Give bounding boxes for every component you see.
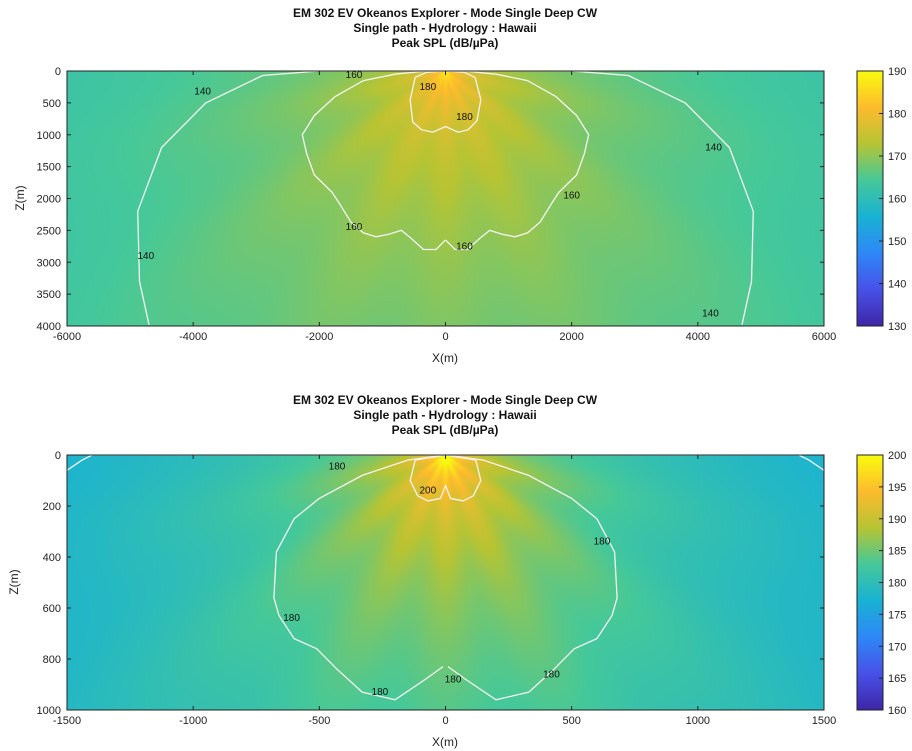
y-tick-label: 1000: [37, 705, 61, 717]
contour-label: 160: [563, 190, 580, 201]
chart-1-y-axis: 0 500 1000 1500 2000 2500 3000 3500 4000: [37, 66, 824, 333]
x-tick-label: 0: [442, 715, 448, 727]
contour-label: 140: [702, 308, 719, 319]
chart-1-contours: 140 140 140 140 160 160 160 160 180 180: [137, 70, 754, 325]
chart-1-colorbar: 130 140 150 160 170 180 190: [856, 66, 906, 333]
contour-label: 160: [346, 222, 363, 233]
y-tick-label: 400: [43, 552, 61, 564]
contour-line-180: [67, 455, 824, 471]
colorbar-tick-label: 200: [888, 450, 906, 462]
contour-label: 140: [138, 251, 155, 262]
chart-1-title-line-2: Single path - Hydrology : Hawaii: [353, 21, 536, 35]
colorbar-tick-label: 180: [888, 109, 906, 121]
chart-2-title-line-2: Single path - Hydrology : Hawaii: [353, 408, 536, 422]
chart-1-title-line-1: EM 302 EV Okeanos Explorer - Mode Single…: [293, 6, 598, 20]
contour-label: 160: [346, 70, 363, 81]
colorbar-tick-label: 140: [888, 279, 906, 291]
contour-label: 180: [372, 687, 389, 698]
chart-2-contours: 180 180 180 180 180 180 200: [67, 455, 824, 701]
colorbar-tick-label: 195: [888, 482, 906, 494]
contour-label: 140: [705, 143, 722, 154]
chart-2-colorbar-ticks: 160 165 170 175 180 185 190 195 200: [879, 450, 906, 717]
chart-1-y-label: Z(m): [13, 185, 27, 210]
chart-1-colorbar-ticks: 130 140 150 160 170 180 190: [879, 66, 906, 333]
y-tick-label: 3000: [37, 257, 61, 269]
contour-line-160: [301, 71, 590, 251]
chart-2-title-line-1: EM 302 EV Okeanos Explorer - Mode Single…: [293, 393, 598, 407]
contour-line-200: [409, 455, 482, 502]
contour-label: 180: [445, 674, 462, 685]
colorbar-tick-label: 185: [888, 546, 906, 558]
colorbar-tick-label: 190: [888, 66, 906, 78]
chart-2-title-line-3: Peak SPL (dB/µPa): [392, 423, 499, 437]
chart-1-x-axis: -6000 -4000 -2000 0 2000 4000 6000: [53, 71, 836, 343]
contour-label: 180: [456, 112, 473, 123]
chart-1: EM 302 EV Okeanos Explorer - Mode Single…: [13, 6, 906, 365]
y-tick-label: 1500: [37, 162, 61, 174]
colorbar-tick-label: 170: [888, 151, 906, 163]
colorbar-tick-label: 175: [888, 609, 906, 621]
colorbar-tick-label: 160: [888, 194, 906, 206]
colorbar-tick-label: 160: [888, 705, 906, 717]
chart-2-y-label: Z(m): [7, 569, 21, 594]
y-tick-label: 200: [43, 501, 61, 513]
contour-label: 140: [194, 86, 211, 97]
chart-2-y-axis: 0 200 400 600 800 1000: [37, 450, 824, 717]
contour-label: 180: [329, 461, 346, 472]
y-tick-label: 2000: [37, 194, 61, 206]
x-tick-label: 1000: [686, 715, 710, 727]
contour-line-180: [273, 455, 618, 701]
x-tick-label: 6000: [812, 331, 836, 343]
x-tick-label: 4000: [686, 331, 710, 343]
contour-label: 160: [456, 241, 473, 252]
y-tick-label: 600: [43, 603, 61, 615]
y-tick-label: 0: [55, 66, 61, 78]
y-tick-label: 2500: [37, 225, 61, 237]
colorbar-tick-label: 180: [888, 578, 906, 590]
y-tick-label: 500: [43, 98, 61, 110]
chart-2-x-axis: -1500 -1000 -500 0 500 1000 1500: [53, 455, 836, 727]
contour-label: 180: [543, 669, 560, 680]
x-tick-label: -1500: [53, 715, 81, 727]
colorbar-tick-label: 170: [888, 641, 906, 653]
x-tick-label: 1500: [812, 715, 836, 727]
colorbar-tick-label: 130: [888, 321, 906, 333]
colorbar-tick-label: 150: [888, 236, 906, 248]
colorbar-tick-label: 190: [888, 514, 906, 526]
y-tick-label: 3500: [37, 289, 61, 301]
chart-1-colorbar-scale: [856, 70, 884, 327]
contour-label: 200: [419, 486, 436, 497]
y-tick-label: 0: [55, 450, 61, 462]
chart-2: EM 302 EV Okeanos Explorer - Mode Single…: [7, 393, 906, 749]
y-tick-label: 800: [43, 654, 61, 666]
y-tick-label: 1000: [37, 130, 61, 142]
x-tick-label: -1000: [179, 715, 207, 727]
chart-2-heatmap: [67, 455, 824, 710]
x-tick-label: -4000: [179, 331, 207, 343]
chart-2-x-label: X(m): [432, 735, 458, 749]
x-tick-label: 2000: [559, 331, 583, 343]
x-tick-label: 0: [442, 331, 448, 343]
contour-label: 180: [594, 537, 611, 548]
x-tick-label: 500: [562, 715, 580, 727]
x-tick-label: -2000: [305, 331, 333, 343]
contour-line-140: [137, 71, 754, 325]
chart-2-colorbar: 160 165 170 175 180 185 190 195 200: [856, 450, 906, 717]
chart-1-plot-area: 140 140 140 140 160 160 160 160 180 180: [66, 70, 825, 327]
chart-1-x-label: X(m): [432, 351, 458, 365]
x-tick-label: -500: [308, 715, 330, 727]
chart-2-plot-area: 180 180 180 180 180 180 200: [66, 454, 825, 711]
y-tick-label: 4000: [37, 321, 61, 333]
chart-1-heatmap: [67, 71, 824, 326]
x-tick-label: -6000: [53, 331, 81, 343]
colorbar-tick-label: 165: [888, 673, 906, 685]
contour-label: 180: [283, 613, 300, 624]
contour-label: 180: [419, 82, 436, 93]
chart-1-title-line-3: Peak SPL (dB/µPa): [392, 36, 499, 50]
